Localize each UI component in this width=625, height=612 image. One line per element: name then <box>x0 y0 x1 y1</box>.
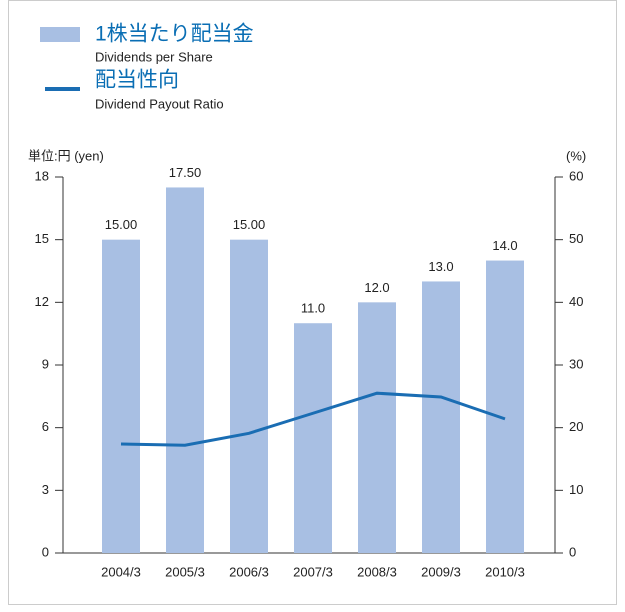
bar-value-label: 13.0 <box>428 259 453 274</box>
legend-label: 1株当たり配当金 <box>95 23 254 46</box>
bar-value-label: 15.00 <box>105 217 138 232</box>
bar <box>102 239 140 553</box>
y-tick-label: 12 <box>35 294 49 309</box>
y2-tick-label: 0 <box>569 544 576 559</box>
y-tick-label: 15 <box>35 231 49 246</box>
y-axis-label: 単位:円 (yen) <box>28 148 104 163</box>
x-tick-label: 2004/3 <box>101 564 141 579</box>
legend-label-en: Dividend Payout Ratio <box>95 96 224 111</box>
y2-tick-label: 40 <box>569 294 583 309</box>
bar <box>294 323 332 553</box>
bar-value-label: 15.00 <box>233 217 266 232</box>
y-tick-label: 3 <box>42 482 49 497</box>
bar <box>358 302 396 553</box>
legend-label-en: Dividends per Share <box>95 49 213 64</box>
bar <box>486 260 524 553</box>
legend-swatch <box>40 27 80 42</box>
bar-value-label: 11.0 <box>301 301 325 316</box>
y-tick-label: 0 <box>42 544 49 559</box>
y2-axis-label: (%) <box>566 148 586 163</box>
bar <box>230 239 268 553</box>
x-tick-label: 2010/3 <box>485 564 525 579</box>
bar-value-label: 17.50 <box>169 165 202 180</box>
y-tick-label: 6 <box>42 419 49 434</box>
bar-value-label: 14.0 <box>492 238 517 253</box>
line <box>120 391 506 447</box>
y2-tick-label: 50 <box>569 231 583 246</box>
x-tick-label: 2009/3 <box>421 564 461 579</box>
bar-value-label: 12.0 <box>364 280 389 295</box>
x-tick-label: 2007/3 <box>293 564 333 579</box>
y2-tick-label: 20 <box>569 419 583 434</box>
y-tick-label: 18 <box>35 168 49 183</box>
x-tick-label: 2008/3 <box>357 564 397 579</box>
y2-tick-label: 30 <box>569 356 583 371</box>
bar <box>422 281 460 553</box>
x-tick-label: 2005/3 <box>165 564 205 579</box>
y2-tick-label: 10 <box>569 482 583 497</box>
frame <box>8 0 617 605</box>
y2-tick-label: 60 <box>569 168 583 183</box>
bar <box>166 187 204 553</box>
y-tick-label: 9 <box>42 356 49 371</box>
legend-label: 配当性向 <box>95 69 179 92</box>
x-tick-label: 2006/3 <box>229 564 269 579</box>
